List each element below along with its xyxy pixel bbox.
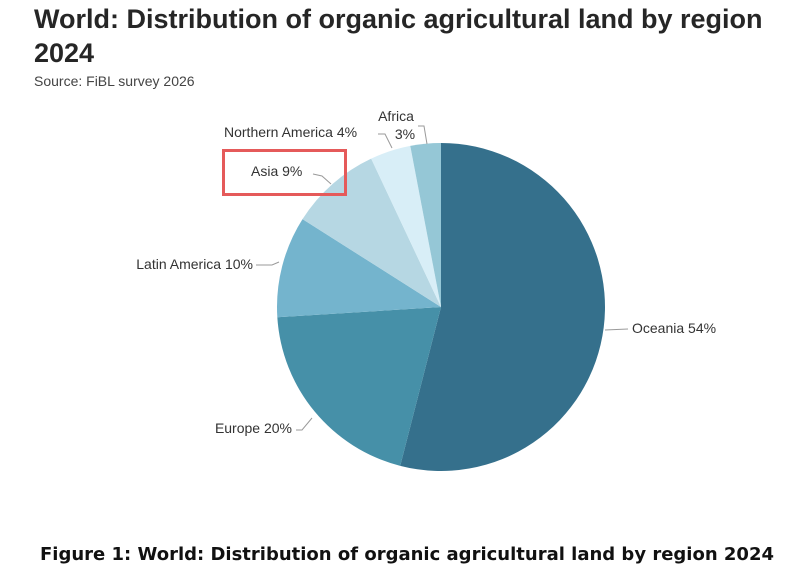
leader-latin-america <box>256 261 280 266</box>
leader-lines <box>256 125 629 431</box>
highlight-box-asia <box>222 149 347 196</box>
label-europe: Europe 20% <box>215 420 292 436</box>
leader-asia <box>312 173 332 185</box>
slice-northern-america <box>371 145 441 307</box>
leader-northern-america <box>378 133 393 149</box>
label-oceania: Oceania 54% <box>632 320 716 336</box>
pie-chart: Oceania 54% Europe 20% Latin America 10%… <box>136 108 716 471</box>
label-asia: Asia 9% <box>251 163 302 179</box>
label-latin-america: Latin America 10% <box>136 256 253 272</box>
figure-caption: Figure 1: World: Distribution of organic… <box>40 544 775 565</box>
slice-latin-america <box>276 219 441 318</box>
label-africa-name: Africa <box>378 108 414 124</box>
label-africa-value: 3% <box>395 126 415 142</box>
leader-africa <box>418 125 428 145</box>
leader-europe <box>296 417 313 431</box>
slice-oceania <box>400 143 605 471</box>
chart-title: World: Distribution of organic agricultu… <box>34 4 763 68</box>
label-northern-america: Northern America 4% <box>224 124 357 140</box>
slice-africa <box>410 143 441 307</box>
slice-europe <box>277 307 441 466</box>
chart-source: Source: FiBL survey 2026 <box>34 73 195 89</box>
leader-oceania <box>604 328 629 331</box>
